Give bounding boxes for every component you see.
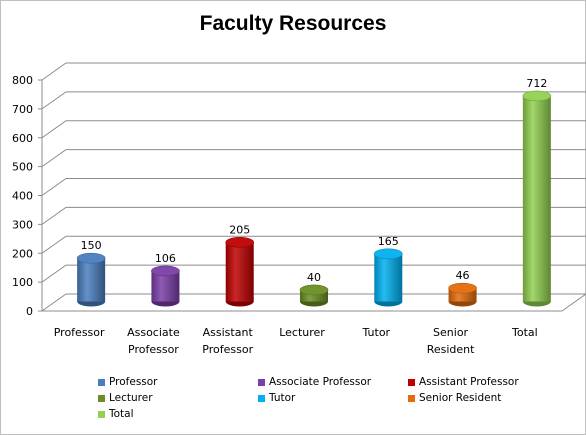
bar-top — [225, 237, 255, 248]
x-tick-label-line: Associate — [127, 326, 180, 339]
legend-label: Professor — [109, 376, 158, 388]
data-label: 712 — [526, 77, 547, 90]
bar — [300, 289, 328, 302]
legend-item: Associate Professor — [258, 376, 371, 388]
x-tick-label-line: Total — [511, 326, 538, 339]
bar — [374, 253, 403, 302]
bar — [522, 95, 551, 302]
x-tick-label: Lecturer — [279, 326, 325, 339]
gridline — [41, 62, 586, 81]
floor-side-edge — [561, 293, 586, 312]
legend-swatch — [258, 378, 265, 386]
legend-item: Total — [98, 408, 134, 420]
x-tick-label: Total — [511, 326, 538, 339]
gridline — [41, 120, 586, 139]
legend-swatch — [408, 394, 415, 402]
data-label: 165 — [378, 235, 399, 248]
legend-swatch — [258, 394, 265, 402]
bar — [225, 242, 254, 302]
legend-label: Tutor — [269, 392, 296, 404]
gridline — [41, 178, 586, 196]
y-tick-label: 300 — [12, 218, 33, 231]
y-tick-label: 600 — [12, 132, 33, 145]
legend-item: Lecturer — [98, 392, 153, 404]
chart-legend: Professor Associate Professor Assistant Pr… — [98, 376, 568, 424]
y-tick-label: 200 — [12, 247, 33, 260]
legend-item: Tutor — [258, 392, 295, 404]
legend-label: Total — [109, 408, 134, 420]
y-tick-label: 700 — [12, 103, 33, 116]
data-label: 46 — [456, 269, 470, 282]
data-label: 150 — [81, 239, 102, 252]
legend-label: Senior Resident — [419, 392, 502, 404]
x-tick-label-line: Professor — [54, 326, 105, 339]
bar-top — [448, 282, 477, 294]
x-tick-label: Tutor — [361, 326, 390, 339]
bar-top — [373, 248, 403, 260]
floor-back-edge — [41, 293, 586, 312]
x-tick-label: Senior Resident — [427, 326, 475, 356]
chart-title: Faculty Resources — [199, 12, 387, 35]
bar-top — [299, 284, 329, 296]
bar-top — [76, 252, 106, 264]
data-label: 106 — [155, 252, 176, 265]
x-tick-label-line: Assistant — [203, 326, 254, 339]
y-tick-label: 400 — [12, 190, 33, 203]
legend-swatch — [98, 410, 105, 418]
x-tick-label-line: Professor — [202, 343, 253, 356]
x-tick-label-line: Senior — [433, 326, 469, 339]
x-tick-label: Associate Professor — [127, 326, 180, 356]
x-tick-label: Assistant Professor — [202, 326, 253, 356]
legend-item: Assistant Professor — [408, 376, 519, 388]
gridline — [41, 235, 586, 254]
x-tick-label: Professor — [54, 326, 105, 339]
bar-top — [522, 90, 552, 102]
legend-swatch — [408, 378, 415, 386]
legend-label: Associate Professor — [269, 376, 372, 388]
gridline — [41, 91, 586, 110]
y-tick-label: 100 — [12, 276, 33, 289]
data-label: 205 — [229, 223, 250, 236]
legend-swatch — [98, 394, 105, 402]
x-tick-label-line: Resident — [427, 343, 475, 356]
gridline — [41, 206, 586, 225]
legend-item: Professor — [98, 376, 158, 388]
x-tick-label-line: Lecturer — [279, 326, 325, 339]
legend-label: Lecturer — [109, 392, 153, 404]
legend-item: Senior Resident — [408, 392, 501, 404]
y-tick-label: 800 — [12, 74, 33, 87]
gridline — [41, 264, 586, 283]
bar-top — [151, 265, 180, 277]
legend-swatch — [98, 378, 105, 386]
x-tick-label-line: Tutor — [361, 326, 390, 339]
data-label: 40 — [307, 271, 321, 284]
gridline — [41, 149, 586, 168]
legend-label: Assistant Professor — [419, 376, 519, 388]
x-tick-label-line: Professor — [128, 343, 179, 356]
y-tick-label: 0 — [26, 305, 33, 318]
y-tick-label: 500 — [12, 161, 33, 174]
bar — [77, 258, 106, 302]
